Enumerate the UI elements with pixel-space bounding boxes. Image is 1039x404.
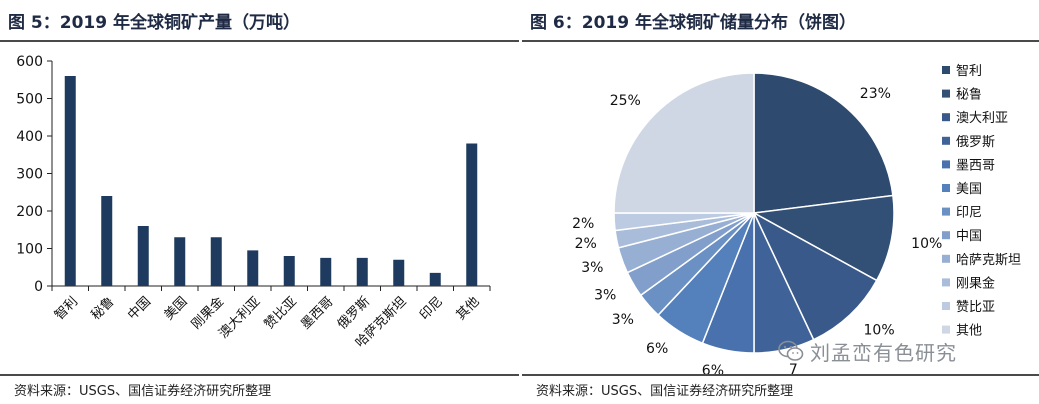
- bar: [210, 237, 222, 286]
- legend-label: 智利: [956, 64, 982, 79]
- watermark: 刘孟峦有色研究: [778, 336, 1018, 366]
- production-chart-title: 图 5：2019 年全球铜矿产量（万吨）: [8, 13, 300, 33]
- legend-swatch: [942, 136, 950, 145]
- legend-swatch: [942, 66, 950, 74]
- legend-label: 中国: [956, 229, 982, 244]
- pie-data-label: 23%: [860, 86, 891, 102]
- x-tick-label: 墨西哥: [298, 294, 336, 332]
- production-chart-panel: 图 5：2019 年全球铜矿产量（万吨） 0 100 200 300 400 500 600…: [0, 0, 519, 404]
- pie-slice: [613, 72, 755, 214]
- bar: [64, 76, 76, 286]
- pie-data-label: 2%: [572, 216, 594, 232]
- y-tick-label: 500: [16, 92, 43, 108]
- y-tick-label: 100: [16, 242, 43, 258]
- y-tick-label: 200: [16, 204, 43, 220]
- wechat-icon: [778, 340, 804, 361]
- legend-label: 墨西哥: [956, 158, 995, 173]
- bar: [247, 250, 259, 286]
- pie-data-label: 6%: [702, 363, 724, 374]
- legend-label: 俄罗斯: [956, 135, 995, 150]
- legend-swatch: [942, 207, 950, 216]
- legend-swatch: [942, 160, 950, 169]
- x-tick-label: 其他: [454, 294, 483, 323]
- bar: [466, 143, 478, 286]
- pie-data-label: 3%: [594, 287, 616, 303]
- bar: [174, 237, 186, 286]
- pie-data-label: 10%: [911, 236, 942, 252]
- pie-slice: [752, 211, 878, 341]
- pie-slice: [753, 72, 894, 214]
- legend-swatch: [942, 184, 950, 192]
- pie-data-label: 6%: [646, 341, 668, 357]
- legend-label: 赞比亚: [956, 300, 995, 315]
- bar: [320, 257, 332, 286]
- footer-rule: [522, 374, 1039, 376]
- watermark-text: 刘孟峦有色研究: [810, 340, 957, 365]
- legend-swatch: [942, 254, 950, 263]
- x-tick-label: 中国: [125, 294, 154, 323]
- reserves-chart-source: 资料来源：USGS、国信证券经济研究所整理: [536, 384, 794, 399]
- bar: [101, 196, 113, 286]
- legend-label: 刚果金: [956, 275, 995, 291]
- legend-swatch: [942, 231, 950, 240]
- y-tick-label: 0: [34, 279, 43, 295]
- legend-swatch: [942, 302, 950, 310]
- bar: [283, 256, 295, 286]
- pie-slice: [751, 194, 895, 282]
- legend-label: 澳大利亚: [956, 110, 1008, 126]
- production-chart-source: 资料来源：USGS、国信证券经济研究所整理: [14, 384, 272, 399]
- legend-label: 秘鲁: [956, 88, 982, 103]
- bar: [393, 259, 405, 286]
- pie-chart: 23% 10% 10% 7 6% 6% 3% 3% 3% 2% 2% 25% 智利秘鲁澳大利亚俄罗斯墨西…: [572, 64, 1021, 374]
- reserves-chart-title: 图 6：2019 年全球铜矿储量分布（饼图）: [530, 13, 856, 33]
- x-tick-label: 智利: [52, 294, 81, 323]
- x-tick-label: 美国: [162, 294, 191, 323]
- x-tick-label: 秘鲁: [89, 294, 118, 323]
- pie-data-label: 7: [789, 362, 798, 374]
- y-tick-label: 600: [16, 54, 43, 70]
- legend-label: 印尼: [956, 206, 982, 221]
- footer-rule: [0, 374, 519, 376]
- pie-data-label: 25%: [610, 93, 641, 109]
- reserves-chart-panel: 图 6：2019 年全球铜矿储量分布（饼图） 23% 10% 10% 7 6% 6% 3% 3…: [522, 0, 1039, 404]
- legend-swatch: [942, 89, 950, 98]
- legend-label: 其他: [956, 324, 982, 339]
- title-rule: [0, 40, 519, 42]
- x-tick-label: 印尼: [417, 294, 446, 323]
- x-tick-label: 赞比亚: [262, 294, 300, 332]
- legend-label: 哈萨克斯坦: [956, 253, 1021, 268]
- bar: [356, 257, 368, 286]
- y-tick-label: 400: [16, 129, 43, 145]
- legend-swatch: [942, 113, 950, 122]
- legend-swatch: [942, 278, 950, 287]
- bar: [429, 272, 441, 286]
- title-rule: [522, 40, 1039, 42]
- bar: [137, 226, 149, 286]
- pie-data-label: 3%: [612, 312, 634, 328]
- legend-label: 美国: [956, 182, 982, 197]
- pie-data-label: 3%: [581, 260, 603, 276]
- pie-data-label: 2%: [575, 236, 597, 252]
- pie-data-label: 10%: [864, 323, 895, 339]
- legend-swatch: [942, 325, 950, 334]
- y-tick-label: 300: [16, 167, 43, 183]
